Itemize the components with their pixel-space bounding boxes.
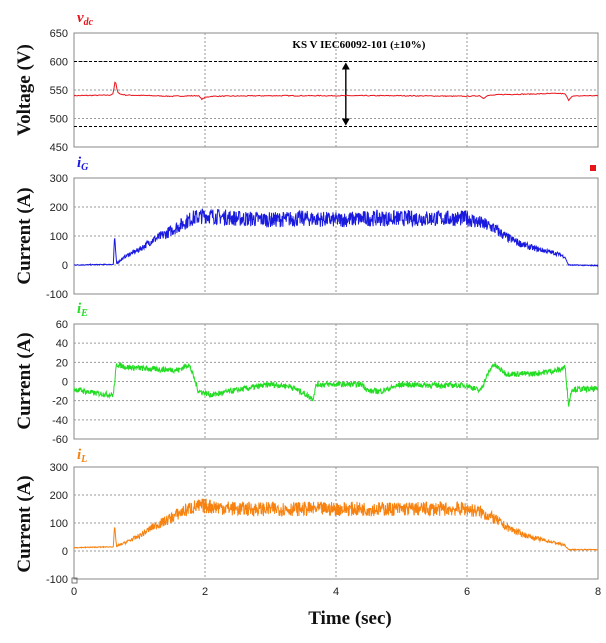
series-line-iE — [73, 362, 599, 407]
y-tick-label: 200 — [50, 202, 68, 214]
marker-square — [590, 165, 596, 171]
x-tick-label: 8 — [595, 586, 601, 598]
y-axis-label-vdc: Voltage (V) — [14, 44, 35, 136]
y-tick-label: -40 — [52, 415, 68, 427]
y-tick-label: -100 — [46, 289, 68, 301]
y-tick-label: 0 — [62, 546, 68, 558]
y-tick-label: 300 — [50, 173, 68, 185]
y-tick-label: 650 — [50, 28, 68, 40]
y-tick-label: 20 — [56, 357, 68, 369]
corner-marker — [71, 577, 78, 584]
x-axis-label: Time (sec) — [308, 608, 392, 629]
y-tick-label: 0 — [62, 377, 68, 389]
x-tick-label: 6 — [464, 586, 470, 598]
x-tick-label: 2 — [202, 586, 208, 598]
panel-iE: Current (A) iE 60 40 20 0 -20 -40 -60 — [14, 301, 599, 446]
series-symbol-iG: iG — [77, 155, 89, 173]
x-tick-label: 4 — [333, 586, 339, 598]
y-tick-label: 600 — [50, 57, 68, 69]
series-line-vdc — [73, 81, 599, 102]
y-tick-label: 550 — [50, 85, 68, 97]
y-tick-label: 100 — [50, 518, 68, 530]
panel-iG: Current (A) iG 300 200 100 0 -100 — [14, 155, 599, 301]
x-tick-label: 0 — [71, 586, 77, 598]
y-tick-label: 450 — [50, 142, 68, 154]
y-tick-label: 200 — [50, 490, 68, 502]
y-tick-label: 40 — [56, 338, 68, 350]
y-axis-label-iL: Current (A) — [14, 475, 35, 572]
y-axis-label-iE: Current (A) — [14, 332, 35, 429]
series-line-iL — [73, 498, 599, 551]
y-tick-label: 100 — [50, 231, 68, 243]
y-tick-label: -100 — [46, 574, 68, 586]
panel-vdc: Voltage (V) vdc 650 600 550 500 450 KS V IEC6… — [14, 10, 599, 154]
series-symbol-iE: iE — [77, 301, 88, 319]
arrow-head-down — [341, 118, 350, 126]
y-tick-label: 0 — [62, 260, 68, 272]
annotation-label: KS V IEC60092-101 (±10%) — [292, 39, 425, 51]
y-tick-label: 300 — [50, 462, 68, 474]
series-line-iG — [74, 208, 599, 268]
y-tick-label: 500 — [50, 114, 68, 126]
series-symbol-iL: iL — [77, 447, 87, 465]
arrow-head-up — [341, 62, 350, 70]
y-tick-label: 60 — [56, 319, 68, 331]
series-symbol-vdc: vdc — [77, 10, 94, 28]
y-tick-label: -60 — [52, 434, 68, 446]
y-tick-label: -20 — [52, 396, 68, 408]
y-axis-label-iG: Current (A) — [14, 187, 35, 284]
